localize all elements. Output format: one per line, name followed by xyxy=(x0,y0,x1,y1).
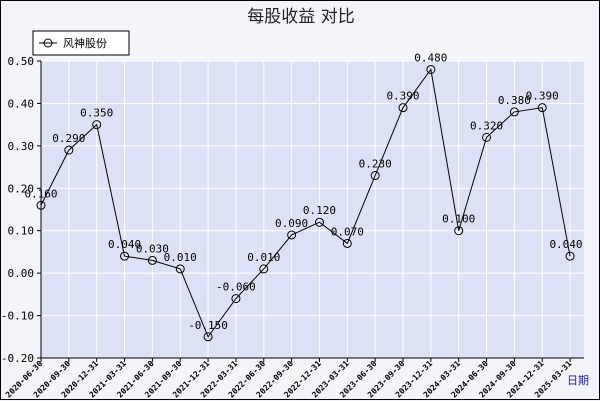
data-point-marker xyxy=(314,217,324,227)
data-label: 0.120 xyxy=(303,204,336,217)
chart-title: 每股收益 对比 xyxy=(247,7,354,27)
data-point-marker xyxy=(147,255,157,265)
data-label: 0.010 xyxy=(164,251,197,264)
data-point-marker xyxy=(287,230,297,240)
series-group xyxy=(36,64,575,342)
y-tick-label: -0.10 xyxy=(1,310,34,323)
data-label: 0.100 xyxy=(442,213,475,226)
data-label: 0.160 xyxy=(24,187,57,200)
data-label: -0.150 xyxy=(188,319,228,332)
data-label: 0.290 xyxy=(52,132,85,145)
data-label: 0.040 xyxy=(108,238,141,251)
y-tick-label: 0.50 xyxy=(8,55,35,68)
data-point-marker xyxy=(370,171,380,181)
y-axis: 0.50 0.40 0.30 0.20 0.10 0.00 -0.10 -0.20 xyxy=(1,55,42,365)
data-label: 0.010 xyxy=(247,251,280,264)
data-label: 0.070 xyxy=(331,225,364,238)
legend-label: 风神股份 xyxy=(63,36,107,50)
y-tick-label: 0.10 xyxy=(8,225,35,238)
y-tick-label: 0.40 xyxy=(8,97,35,110)
data-point-marker xyxy=(426,64,436,74)
plot-area xyxy=(41,61,584,358)
data-point-marker xyxy=(454,226,464,236)
data-label: 0.350 xyxy=(80,107,113,120)
data-point-marker xyxy=(120,251,130,261)
data-point-marker xyxy=(342,238,352,248)
data-point-marker xyxy=(231,294,241,304)
data-label: 0.230 xyxy=(359,158,392,171)
data-label: 0.390 xyxy=(526,90,559,103)
data-label: -0.060 xyxy=(216,281,256,294)
data-point-marker xyxy=(203,332,213,342)
data-label: 0.090 xyxy=(275,217,308,230)
data-label: 0.480 xyxy=(414,51,447,64)
series-line xyxy=(40,68,571,338)
data-point-marker xyxy=(36,200,46,210)
data-point-marker xyxy=(482,132,492,142)
plot-background xyxy=(41,61,584,358)
data-point-marker xyxy=(509,107,519,117)
data-label: 0.380 xyxy=(498,94,531,107)
data-label: 0.040 xyxy=(549,238,582,251)
data-labels: 0.1600.2900.3500.0400.0300.010-0.150-0.0… xyxy=(24,51,582,331)
data-label: 0.320 xyxy=(470,119,503,132)
legend[interactable]: 风神股份 xyxy=(32,30,130,56)
x-axis-title: 日期 xyxy=(567,374,589,387)
data-point-marker xyxy=(537,103,547,113)
data-point-marker xyxy=(398,103,408,113)
data-label: 0.030 xyxy=(136,242,169,255)
y-tick-label: -0.20 xyxy=(1,352,34,365)
data-point-marker xyxy=(175,264,185,274)
data-point-marker xyxy=(92,120,102,130)
legend-marker-icon xyxy=(43,38,53,48)
data-point-marker xyxy=(64,145,74,155)
x-axis: 2020-06-302020-09-302020-12-312021-03-31… xyxy=(4,357,584,399)
data-point-marker xyxy=(565,251,575,261)
y-tick-label: 0.20 xyxy=(8,182,35,195)
y-tick-label: 0.30 xyxy=(8,140,35,153)
data-point-marker xyxy=(259,264,269,274)
y-tick-label: 0.00 xyxy=(8,267,35,280)
data-label: 0.390 xyxy=(386,90,419,103)
